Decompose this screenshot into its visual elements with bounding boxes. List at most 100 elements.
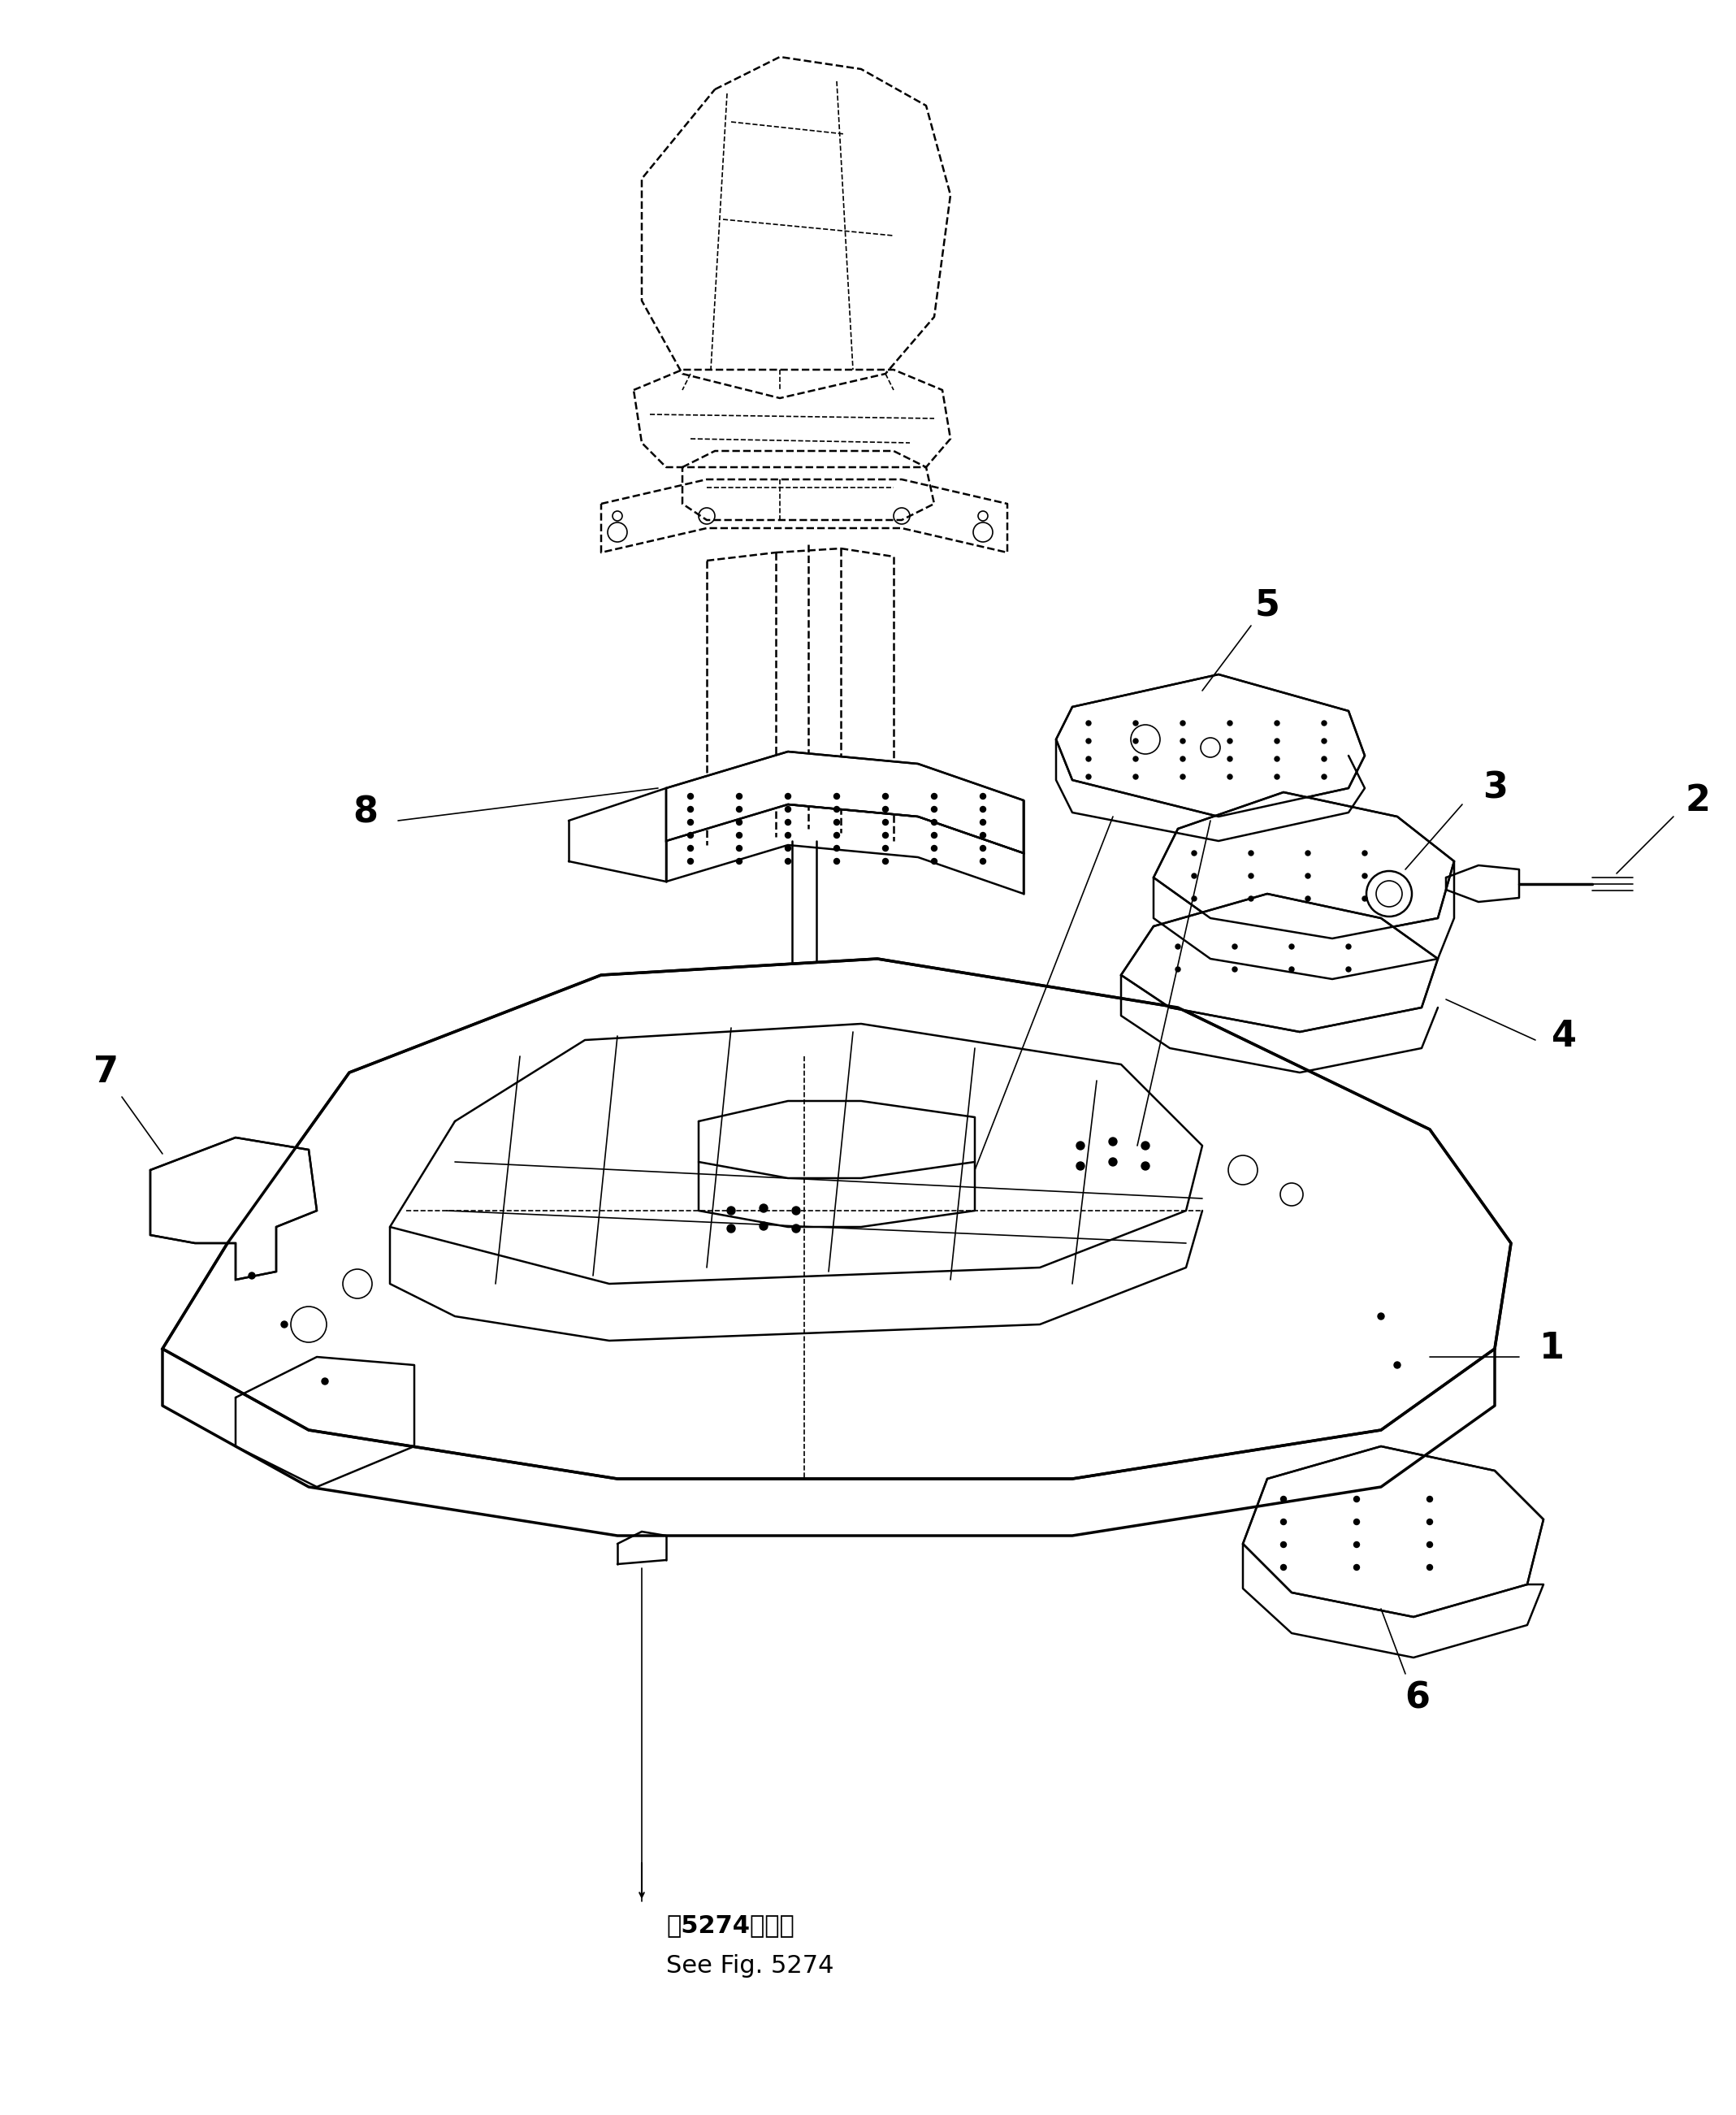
Circle shape <box>1248 897 1253 901</box>
Polygon shape <box>1153 793 1455 939</box>
Circle shape <box>1305 850 1311 857</box>
Circle shape <box>1354 1519 1359 1525</box>
Circle shape <box>1290 943 1293 950</box>
Circle shape <box>687 806 693 812</box>
Circle shape <box>1175 943 1180 950</box>
Circle shape <box>1281 1565 1286 1569</box>
Circle shape <box>736 846 741 850</box>
Circle shape <box>1227 738 1233 744</box>
Circle shape <box>687 793 693 799</box>
Circle shape <box>833 859 840 865</box>
Circle shape <box>785 819 792 825</box>
Circle shape <box>1087 721 1090 725</box>
Circle shape <box>981 793 986 799</box>
Circle shape <box>981 819 986 825</box>
Circle shape <box>1394 1362 1401 1368</box>
Circle shape <box>1281 1519 1286 1525</box>
Circle shape <box>792 1206 800 1214</box>
Circle shape <box>1227 774 1233 778</box>
Circle shape <box>736 819 741 825</box>
Circle shape <box>1363 850 1368 857</box>
Circle shape <box>1087 757 1090 761</box>
Polygon shape <box>667 751 1024 852</box>
Circle shape <box>1290 967 1293 971</box>
Circle shape <box>1180 721 1186 725</box>
Circle shape <box>760 1222 767 1231</box>
Circle shape <box>833 806 840 812</box>
Circle shape <box>1134 721 1139 725</box>
Circle shape <box>1233 967 1238 971</box>
Text: 3: 3 <box>1483 770 1507 806</box>
Text: 第5274図参照: 第5274図参照 <box>667 1914 795 1937</box>
Circle shape <box>760 1203 767 1212</box>
Circle shape <box>1109 1157 1116 1165</box>
Polygon shape <box>163 958 1510 1478</box>
Circle shape <box>736 859 741 865</box>
Circle shape <box>1227 757 1233 761</box>
Text: 4: 4 <box>1552 1019 1576 1053</box>
Circle shape <box>930 806 937 812</box>
Circle shape <box>1134 757 1139 761</box>
Text: 6: 6 <box>1404 1681 1430 1715</box>
Circle shape <box>1109 1138 1116 1146</box>
Circle shape <box>1274 738 1279 744</box>
Circle shape <box>1427 1565 1432 1569</box>
Circle shape <box>785 833 792 838</box>
Circle shape <box>882 806 889 812</box>
Polygon shape <box>1055 675 1364 816</box>
Circle shape <box>882 833 889 838</box>
Circle shape <box>687 833 693 838</box>
Circle shape <box>1321 721 1326 725</box>
Circle shape <box>1175 967 1180 971</box>
Text: 5: 5 <box>1255 588 1279 622</box>
Circle shape <box>1087 774 1090 778</box>
Circle shape <box>882 859 889 865</box>
Circle shape <box>1248 850 1253 857</box>
Circle shape <box>1141 1142 1149 1151</box>
Circle shape <box>833 793 840 799</box>
Circle shape <box>1305 897 1311 901</box>
Circle shape <box>833 833 840 838</box>
Polygon shape <box>1243 1447 1543 1618</box>
Circle shape <box>1076 1142 1085 1151</box>
Text: 8: 8 <box>352 795 378 829</box>
Circle shape <box>1321 738 1326 744</box>
Circle shape <box>1345 967 1351 971</box>
Circle shape <box>981 859 986 865</box>
Circle shape <box>1354 1542 1359 1548</box>
Circle shape <box>833 846 840 850</box>
Circle shape <box>727 1206 734 1214</box>
Circle shape <box>1363 897 1368 901</box>
Circle shape <box>1191 897 1196 901</box>
Circle shape <box>1321 774 1326 778</box>
Circle shape <box>792 1225 800 1233</box>
Circle shape <box>833 819 840 825</box>
Text: 7: 7 <box>94 1055 118 1089</box>
Circle shape <box>1180 757 1186 761</box>
Circle shape <box>687 859 693 865</box>
Circle shape <box>1134 738 1139 744</box>
Circle shape <box>281 1322 288 1328</box>
Circle shape <box>1134 774 1139 778</box>
Circle shape <box>981 833 986 838</box>
Circle shape <box>1281 1495 1286 1502</box>
Circle shape <box>1345 943 1351 950</box>
Circle shape <box>1274 721 1279 725</box>
Circle shape <box>736 806 741 812</box>
Circle shape <box>1180 774 1186 778</box>
Polygon shape <box>1121 895 1437 1032</box>
Circle shape <box>882 819 889 825</box>
Circle shape <box>1248 873 1253 878</box>
Circle shape <box>1281 1542 1286 1548</box>
Circle shape <box>785 806 792 812</box>
Circle shape <box>687 846 693 850</box>
Circle shape <box>785 859 792 865</box>
Circle shape <box>1233 943 1238 950</box>
Circle shape <box>687 819 693 825</box>
Circle shape <box>1087 738 1090 744</box>
Circle shape <box>727 1225 734 1233</box>
Circle shape <box>1191 873 1196 878</box>
Circle shape <box>981 806 986 812</box>
Circle shape <box>1363 873 1368 878</box>
Circle shape <box>930 833 937 838</box>
